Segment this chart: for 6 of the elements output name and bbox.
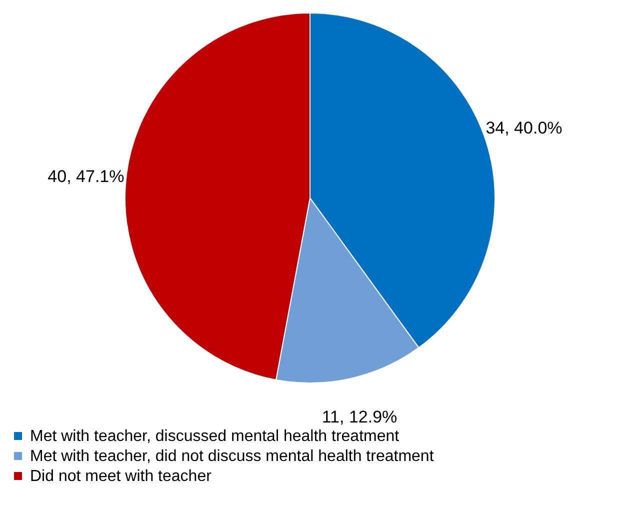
legend-label: Did not meet with teacher: [30, 468, 212, 485]
data-label: 34, 40.0%: [486, 118, 562, 138]
legend-label: Met with teacher, did not discuss mental health treatment: [30, 448, 434, 465]
data-label: 11, 12.9%: [322, 407, 398, 426]
legend-label: Met with teacher, discussed mental health treatment: [30, 428, 400, 445]
data-label: 40, 47.1%: [48, 167, 124, 186]
